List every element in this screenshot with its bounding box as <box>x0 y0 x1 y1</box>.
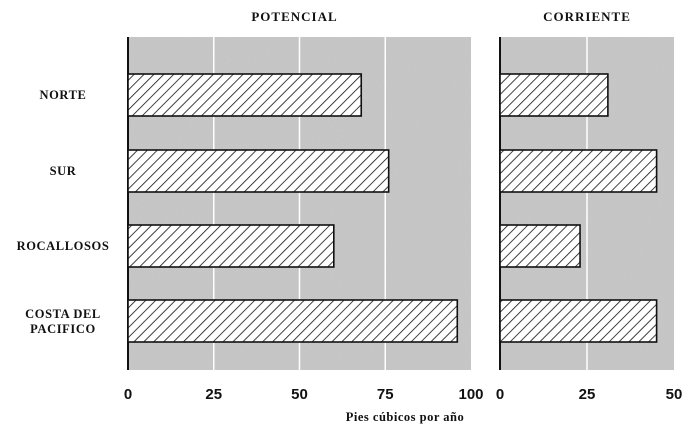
bar-rocallosos <box>127 224 335 268</box>
bar-rocallosos <box>499 224 581 268</box>
panel-title: POTENCIAL <box>251 9 337 24</box>
bar-sur <box>499 149 658 193</box>
x-tick-label: 0 <box>124 386 132 403</box>
panel-potencial <box>127 37 471 370</box>
bar-costa-del-pacifico <box>499 299 658 343</box>
x-tick-label: 25 <box>579 386 596 403</box>
bar-sur <box>127 149 390 193</box>
panel-corriente <box>499 37 674 370</box>
x-tick-label: 75 <box>377 386 394 403</box>
category-label: ROCALLOSOS <box>17 239 110 253</box>
x-tick-label: 50 <box>291 386 308 403</box>
panel-title: CORRIENTE <box>543 9 631 24</box>
category-label: COSTA DEL PACIFICO <box>25 307 101 336</box>
x-tick-label: 100 <box>458 386 483 403</box>
x-tick-label: 25 <box>205 386 222 403</box>
x-tick-label: 50 <box>666 386 683 403</box>
x-axis-title: Pies cúbicos por año <box>346 410 464 424</box>
bar-costa-del-pacifico <box>127 299 459 343</box>
category-label: SUR <box>50 164 77 178</box>
bar-norte <box>127 73 363 117</box>
x-tick-label: 0 <box>496 386 504 403</box>
category-label: NORTE <box>39 88 86 102</box>
bar-norte <box>499 73 609 117</box>
